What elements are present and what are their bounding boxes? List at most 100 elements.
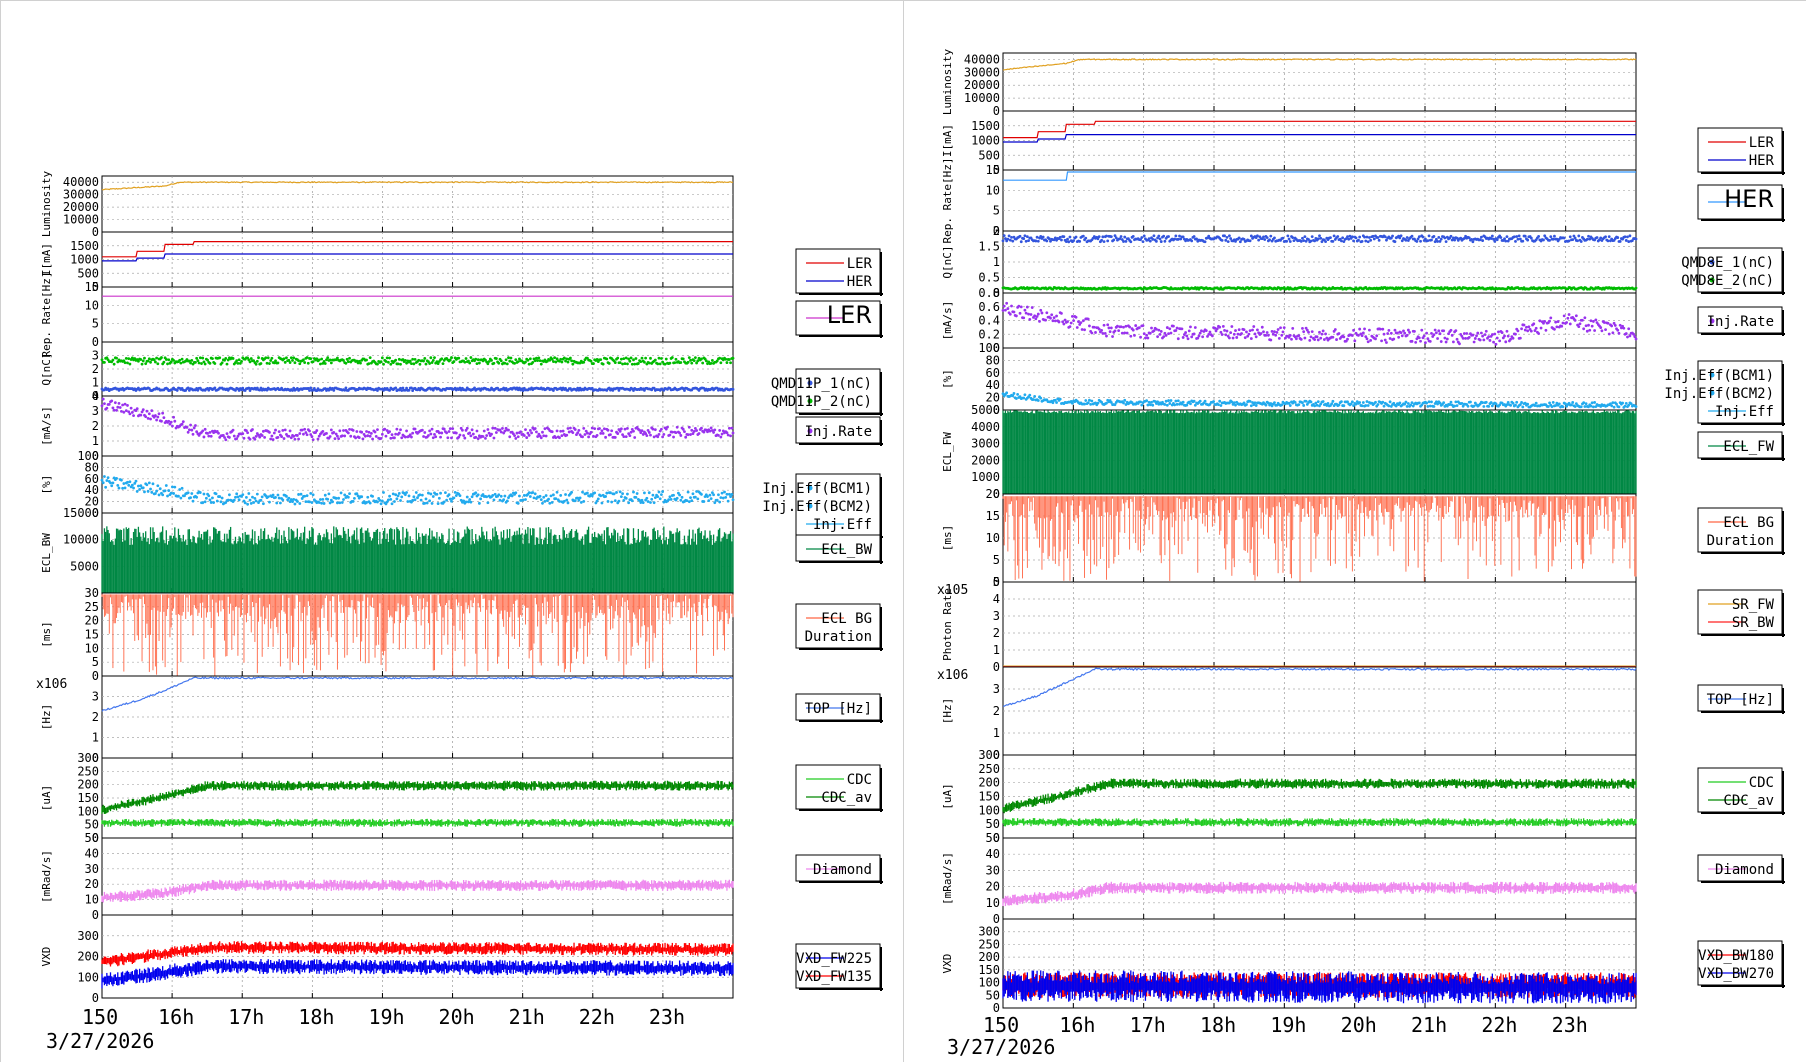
data-point [605,491,609,495]
data-point [709,362,713,365]
legend-label: HER [847,274,873,290]
data-point [700,357,703,361]
data-point [369,431,373,435]
axis-label-y: Q[nC] [40,352,53,385]
data-point [100,404,104,408]
data-point [544,434,548,438]
data-point [344,386,348,390]
data-point [226,498,230,502]
data-point [276,361,280,365]
data-point [525,436,529,439]
data-point [464,388,468,392]
data-point [360,430,364,434]
legend-q: QMD11P_1(nC) QMD11P_2(nC) [771,368,883,416]
data-point [544,494,548,497]
data-point [470,495,474,499]
data-point [601,431,605,435]
data-point [384,434,388,438]
data-point [577,428,581,432]
tick-label-y: 1 [92,434,99,448]
data-point [487,360,491,363]
legend-shadow [799,720,883,722]
data-point [602,427,606,431]
data-point [423,431,427,434]
data-point [577,388,581,392]
data-point [668,361,672,365]
data-point [674,357,678,361]
data-point [376,362,379,366]
data-point [158,487,162,491]
data-point [413,427,417,431]
tick-label-y: 4 [92,389,99,403]
data-point [576,386,580,390]
data-point [297,359,300,363]
data-point [139,358,143,361]
data-point [481,435,485,438]
data-point [477,361,481,365]
data-point [691,492,695,496]
data-point [113,401,117,405]
data-point [417,358,421,362]
legend-label: Inj.Rate [805,424,872,440]
legend-shadow [799,335,883,337]
data-point [721,496,725,500]
data-point [550,430,554,434]
data-point [270,434,274,438]
tick-label-y: 150 [77,791,99,805]
series-line [102,241,733,258]
data-point [618,429,622,433]
data-point [258,388,262,392]
data-point [575,388,578,392]
data-point [428,429,432,433]
data-point [240,359,243,363]
data-point [661,435,665,439]
data-point [143,490,146,494]
data-point [326,356,330,360]
tick-label-y: 200 [77,778,99,792]
data-point [560,434,564,438]
data-point [559,429,563,433]
data-point [440,357,444,361]
data-point [329,428,333,432]
data-point [271,493,275,497]
data-point [401,386,405,390]
data-point [268,500,271,504]
data-point [146,490,150,493]
data-point [206,431,209,435]
axis-label-y: [mRad/s] [40,850,53,903]
data-point [535,430,538,434]
data-point [130,410,134,414]
data-point [346,495,350,499]
data-point [516,360,520,364]
data-point [261,502,265,506]
data-point [281,498,285,502]
data-point [390,502,394,506]
data-point [107,402,111,406]
data-point [366,495,370,499]
data-point [527,491,531,495]
data-point [504,386,508,390]
data-point [593,491,597,495]
legend-shadow [880,372,882,416]
data-point [497,493,501,497]
data-point [469,356,473,359]
data-point [447,430,451,433]
data-point [660,427,663,431]
data-point [592,362,595,365]
data-point [399,386,402,390]
data-point [376,389,379,392]
data-point [157,412,161,416]
data-point [492,436,496,440]
data-point [198,491,202,494]
data-point [624,496,628,500]
tick-label-y: 0 [92,225,99,239]
data-point [397,431,401,435]
data-point [624,435,628,438]
data-point [539,436,543,440]
data-point [731,431,735,435]
data-point [617,388,621,392]
data-point [260,495,264,499]
data-point [632,490,635,494]
data-point [471,432,475,436]
